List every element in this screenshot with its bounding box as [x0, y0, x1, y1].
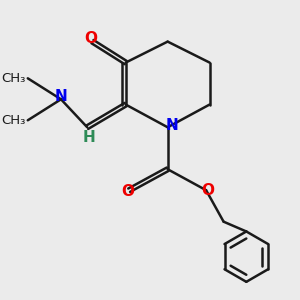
- Text: CH₃: CH₃: [2, 72, 26, 85]
- Text: N: N: [166, 118, 178, 133]
- Text: O: O: [121, 184, 134, 200]
- Text: O: O: [84, 31, 97, 46]
- Text: O: O: [201, 183, 214, 198]
- Text: H: H: [82, 130, 95, 145]
- Text: N: N: [55, 89, 68, 104]
- Text: CH₃: CH₃: [2, 114, 26, 127]
